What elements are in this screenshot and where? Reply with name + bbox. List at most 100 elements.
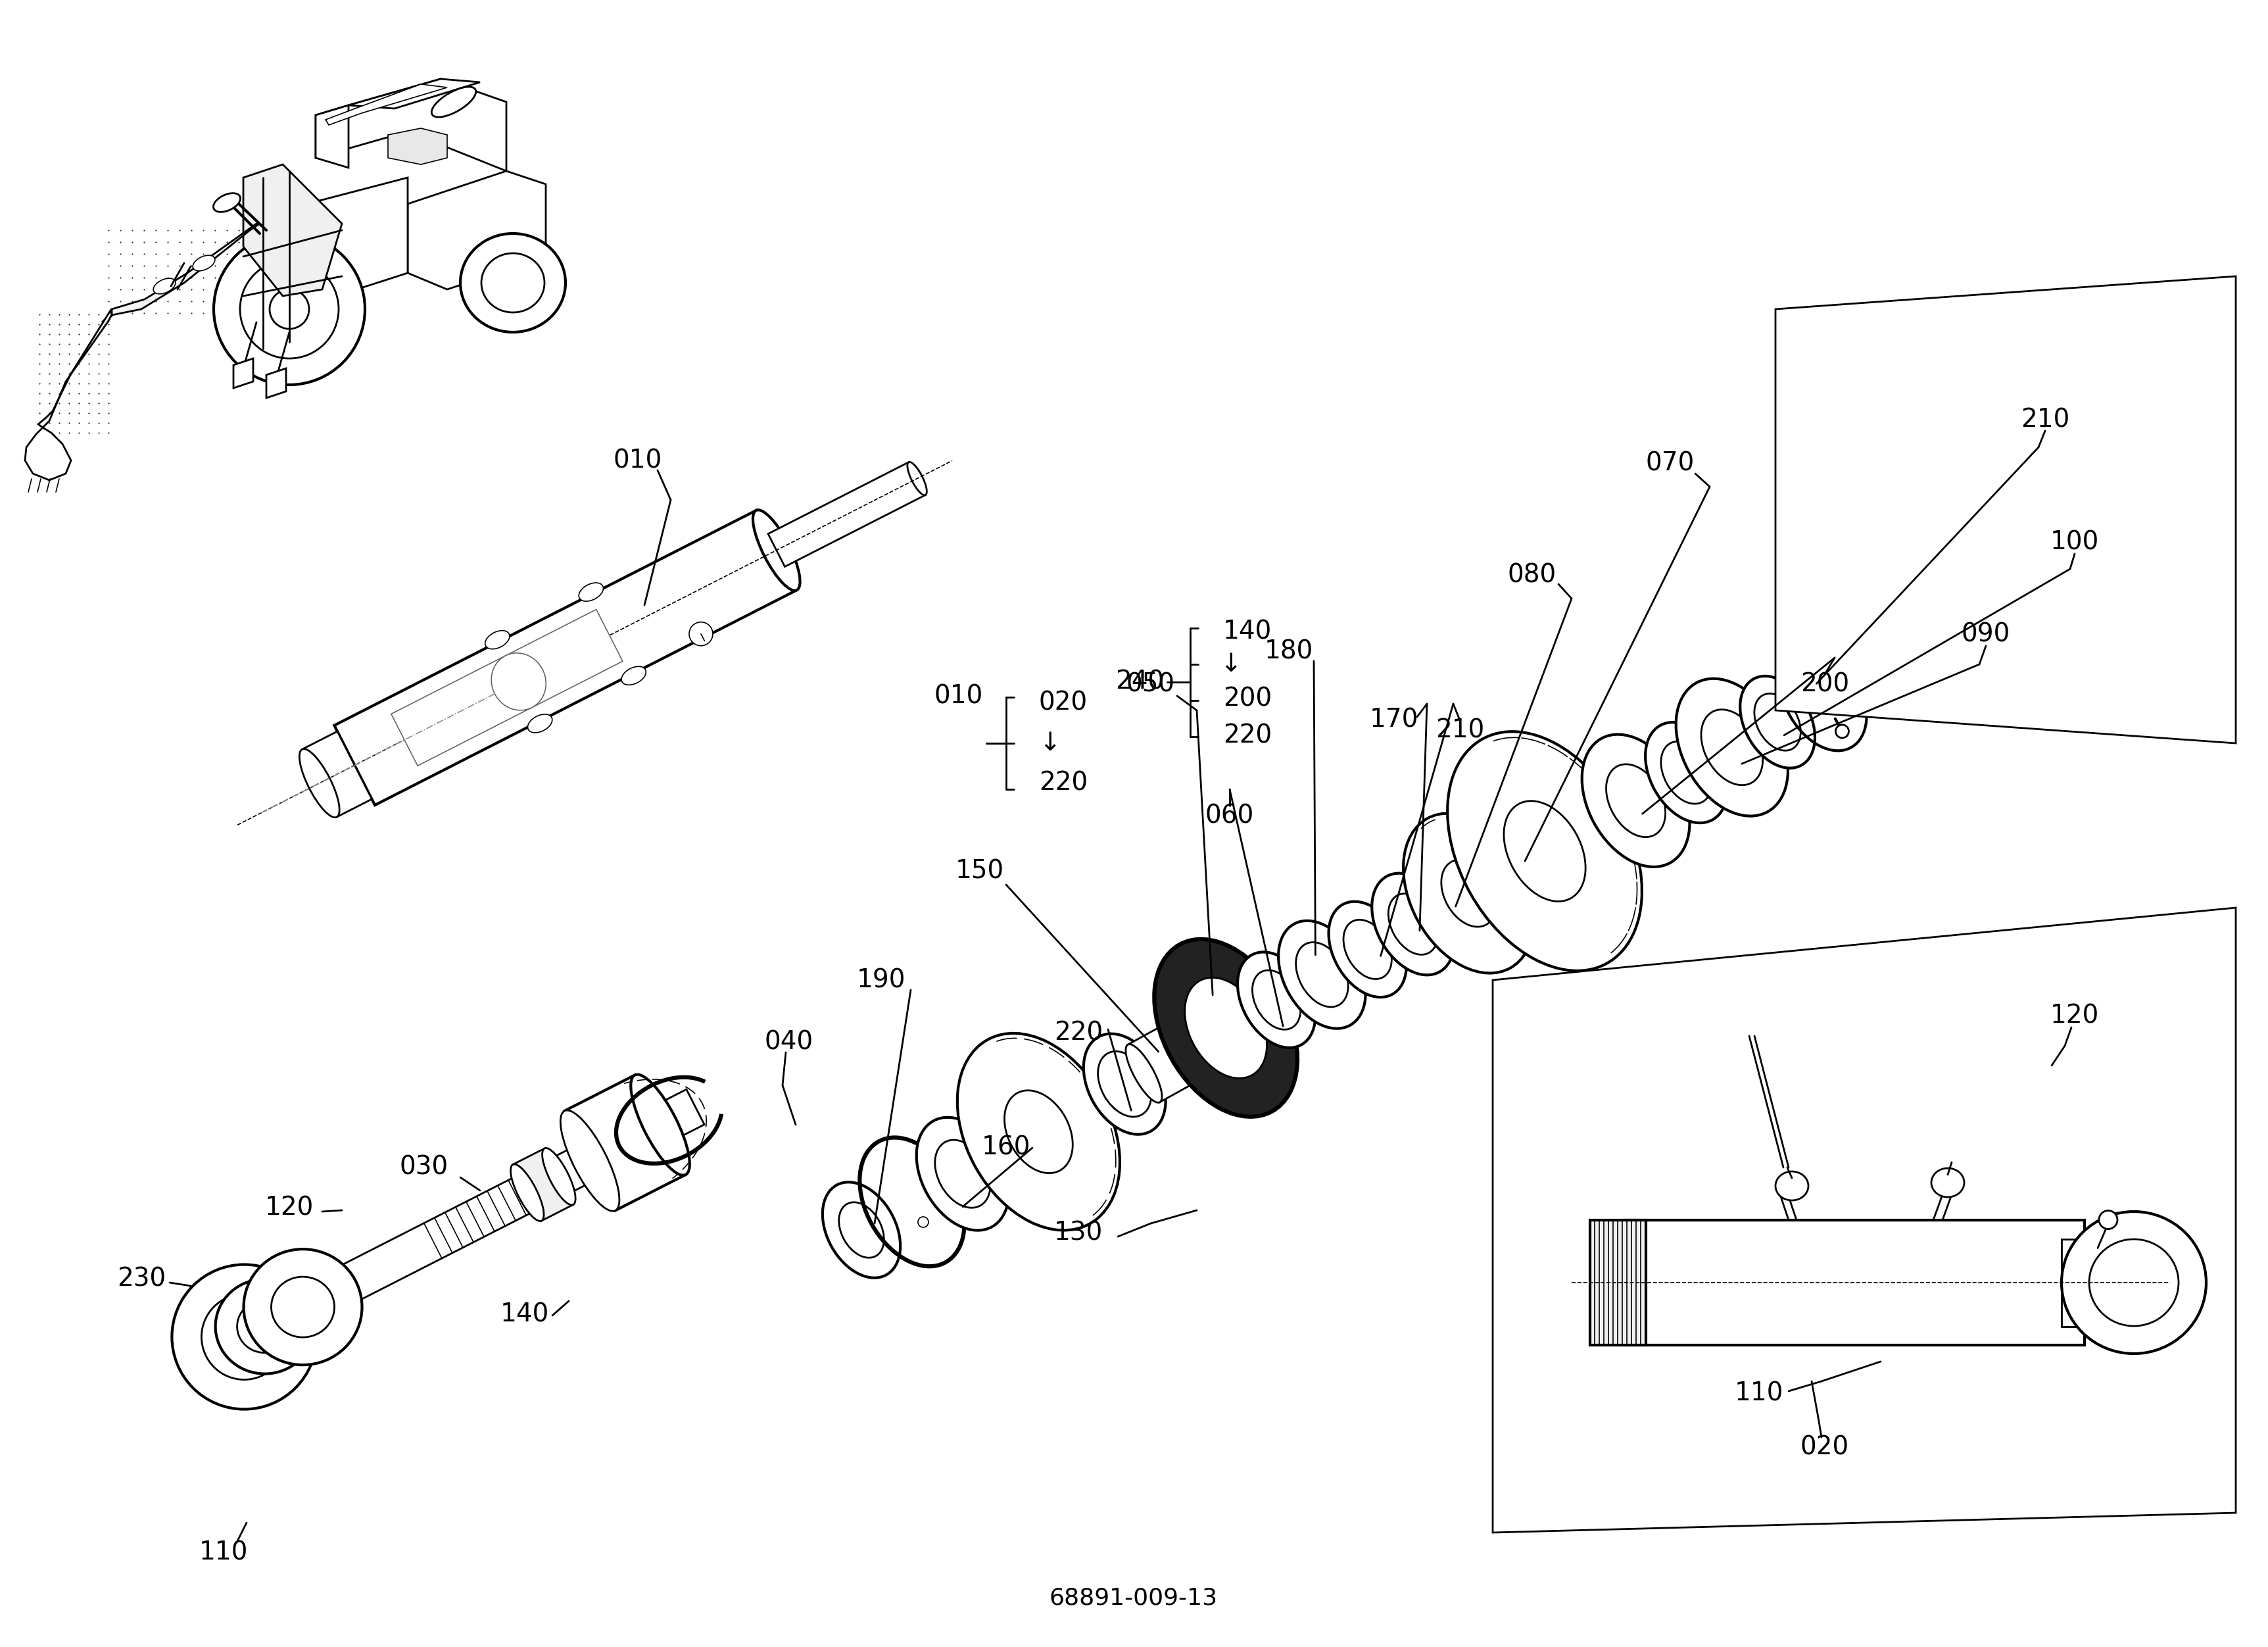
Text: 220: 220 xyxy=(1222,723,1272,748)
Ellipse shape xyxy=(2098,1211,2118,1229)
Text: 220: 220 xyxy=(1039,771,1089,796)
Text: 040: 040 xyxy=(764,1029,814,1056)
Ellipse shape xyxy=(1005,1090,1073,1173)
Ellipse shape xyxy=(431,87,476,117)
Text: 120: 120 xyxy=(265,1196,313,1220)
Ellipse shape xyxy=(1701,710,1762,786)
Ellipse shape xyxy=(560,1110,619,1211)
Text: 020: 020 xyxy=(1801,1435,1848,1459)
Ellipse shape xyxy=(154,278,175,293)
Ellipse shape xyxy=(510,1164,544,1220)
Polygon shape xyxy=(1127,1021,1202,1102)
Text: 200: 200 xyxy=(1801,672,1848,697)
Text: 180: 180 xyxy=(1263,639,1313,664)
Text: 230: 230 xyxy=(118,1267,166,1291)
Ellipse shape xyxy=(2089,1239,2180,1326)
Ellipse shape xyxy=(485,631,510,649)
Ellipse shape xyxy=(213,193,240,212)
Text: 140: 140 xyxy=(501,1301,549,1327)
Ellipse shape xyxy=(2062,1212,2207,1354)
Polygon shape xyxy=(390,609,624,766)
Ellipse shape xyxy=(1372,873,1454,975)
Ellipse shape xyxy=(172,1265,318,1410)
Text: 060: 060 xyxy=(1204,804,1254,828)
Ellipse shape xyxy=(299,749,340,817)
Ellipse shape xyxy=(823,1183,900,1278)
Ellipse shape xyxy=(1154,939,1297,1117)
Polygon shape xyxy=(327,84,447,125)
Ellipse shape xyxy=(1252,970,1300,1029)
Text: 200: 200 xyxy=(1222,687,1272,712)
Ellipse shape xyxy=(270,290,308,329)
Polygon shape xyxy=(234,359,254,389)
Text: 050: 050 xyxy=(1127,672,1175,697)
Ellipse shape xyxy=(542,1148,576,1206)
Text: 120: 120 xyxy=(2050,1003,2100,1029)
Ellipse shape xyxy=(1084,1034,1166,1135)
Ellipse shape xyxy=(1676,679,1787,815)
Ellipse shape xyxy=(336,1306,352,1323)
Text: 020: 020 xyxy=(1039,690,1089,715)
Ellipse shape xyxy=(243,1248,363,1365)
Ellipse shape xyxy=(1440,860,1497,927)
Ellipse shape xyxy=(1776,1171,1808,1201)
Ellipse shape xyxy=(1606,764,1665,837)
Ellipse shape xyxy=(1295,942,1347,1006)
Polygon shape xyxy=(102,224,261,323)
Polygon shape xyxy=(315,105,349,168)
Ellipse shape xyxy=(202,1295,288,1380)
Polygon shape xyxy=(234,1296,290,1359)
Text: 210: 210 xyxy=(1436,718,1483,743)
Ellipse shape xyxy=(215,1280,313,1374)
Ellipse shape xyxy=(1932,1168,1964,1197)
Polygon shape xyxy=(1624,1220,2084,1346)
Ellipse shape xyxy=(1343,919,1393,978)
Polygon shape xyxy=(769,463,925,567)
Text: 150: 150 xyxy=(955,860,1005,884)
Ellipse shape xyxy=(1660,741,1712,804)
Ellipse shape xyxy=(689,623,712,646)
Ellipse shape xyxy=(1583,735,1690,866)
Text: 240: 240 xyxy=(1116,670,1163,695)
Text: 140: 140 xyxy=(1222,619,1272,644)
Ellipse shape xyxy=(528,715,551,733)
Ellipse shape xyxy=(1184,978,1268,1079)
Text: 220: 220 xyxy=(1055,1019,1102,1046)
Ellipse shape xyxy=(916,1117,1009,1230)
Ellipse shape xyxy=(934,1140,991,1207)
Ellipse shape xyxy=(1644,723,1728,823)
Ellipse shape xyxy=(460,234,565,333)
Text: 010: 010 xyxy=(934,684,982,708)
Polygon shape xyxy=(349,79,481,109)
Text: 210: 210 xyxy=(2021,407,2068,432)
Text: 110: 110 xyxy=(1735,1380,1783,1405)
Polygon shape xyxy=(565,1075,685,1211)
Ellipse shape xyxy=(1329,901,1406,996)
Polygon shape xyxy=(333,511,796,805)
Ellipse shape xyxy=(957,1033,1120,1230)
Text: 170: 170 xyxy=(1370,708,1418,733)
Ellipse shape xyxy=(1740,675,1814,768)
Ellipse shape xyxy=(839,1202,885,1258)
Text: ↓: ↓ xyxy=(1220,652,1241,677)
Polygon shape xyxy=(256,178,408,303)
Ellipse shape xyxy=(240,260,338,359)
Polygon shape xyxy=(2062,1239,2121,1326)
Ellipse shape xyxy=(331,1298,349,1316)
Ellipse shape xyxy=(919,1217,928,1227)
Polygon shape xyxy=(265,369,286,399)
Polygon shape xyxy=(388,128,447,165)
Ellipse shape xyxy=(1125,1044,1161,1102)
Ellipse shape xyxy=(753,511,801,591)
Text: 030: 030 xyxy=(399,1155,449,1179)
Ellipse shape xyxy=(1098,1051,1152,1117)
Polygon shape xyxy=(513,1148,574,1220)
Ellipse shape xyxy=(621,667,646,685)
Text: ↓: ↓ xyxy=(1039,731,1061,756)
Text: 68891-009-13: 68891-009-13 xyxy=(1050,1588,1218,1609)
Polygon shape xyxy=(1492,907,2236,1533)
Text: 010: 010 xyxy=(612,448,662,473)
Text: 110: 110 xyxy=(200,1540,247,1565)
Polygon shape xyxy=(408,171,547,290)
Ellipse shape xyxy=(1447,731,1642,970)
